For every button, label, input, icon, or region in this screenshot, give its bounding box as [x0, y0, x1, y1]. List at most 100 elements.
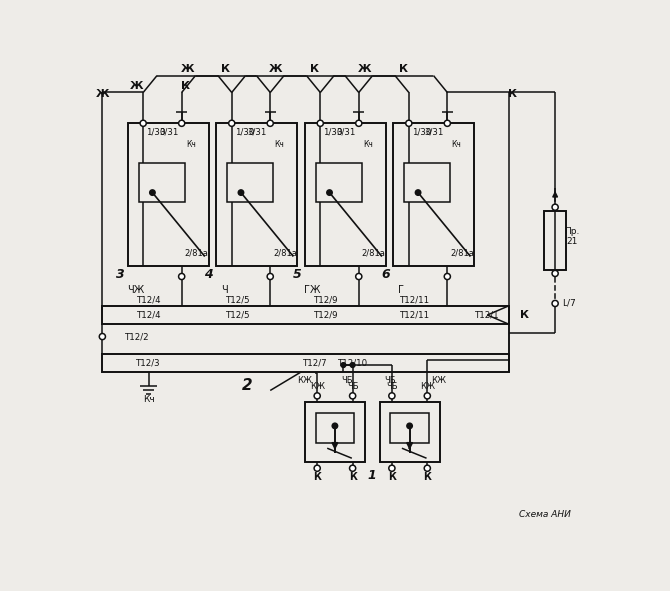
- Text: К: К: [181, 82, 190, 92]
- Circle shape: [407, 423, 412, 428]
- Circle shape: [350, 393, 356, 399]
- Text: К: К: [399, 64, 407, 74]
- Text: T12/7: T12/7: [303, 358, 327, 367]
- Text: 2/81a: 2/81a: [273, 249, 297, 258]
- Text: 6: 6: [381, 268, 390, 281]
- Circle shape: [140, 120, 146, 126]
- Circle shape: [424, 393, 430, 399]
- Text: T12/11: T12/11: [400, 295, 430, 304]
- Text: L/7: L/7: [562, 299, 576, 308]
- Text: 3/31: 3/31: [336, 127, 356, 137]
- Circle shape: [317, 120, 324, 126]
- Text: T12/4: T12/4: [137, 310, 161, 320]
- Circle shape: [552, 204, 558, 210]
- Text: Ж: Ж: [358, 64, 371, 74]
- Bar: [393, 124, 474, 266]
- Text: 2: 2: [242, 378, 253, 394]
- Circle shape: [389, 393, 395, 399]
- Text: ЧБ: ЧБ: [347, 382, 358, 391]
- Text: Кч: Кч: [363, 140, 373, 150]
- Bar: [544, 211, 566, 269]
- Text: 3/31: 3/31: [159, 127, 179, 137]
- Circle shape: [406, 120, 412, 126]
- Text: 2/81a: 2/81a: [362, 249, 386, 258]
- Text: ГЖ: ГЖ: [304, 285, 321, 296]
- Text: К: К: [314, 472, 321, 482]
- Circle shape: [356, 274, 362, 280]
- Text: T12/4: T12/4: [137, 295, 161, 304]
- Text: К: К: [423, 472, 431, 482]
- Circle shape: [356, 120, 362, 126]
- Text: К: К: [388, 472, 396, 482]
- Text: 3: 3: [116, 268, 125, 281]
- Bar: [128, 124, 208, 266]
- Circle shape: [424, 465, 430, 471]
- Circle shape: [350, 363, 355, 368]
- Text: T12/9: T12/9: [314, 310, 339, 320]
- Text: ЧБ: ЧБ: [386, 382, 398, 391]
- Circle shape: [444, 274, 450, 280]
- Text: КЖ: КЖ: [420, 382, 435, 391]
- Text: Ж: Ж: [181, 64, 194, 74]
- Text: ЧБ: ЧБ: [384, 376, 395, 385]
- Text: 2/81a: 2/81a: [450, 249, 474, 258]
- Circle shape: [179, 120, 185, 126]
- Bar: [103, 306, 509, 324]
- Text: Кч: Кч: [452, 140, 462, 150]
- Text: К: К: [509, 89, 517, 99]
- Circle shape: [314, 393, 320, 399]
- Circle shape: [327, 190, 332, 195]
- Text: 5: 5: [293, 268, 302, 281]
- Text: К: К: [310, 64, 319, 74]
- Circle shape: [267, 274, 273, 280]
- Text: 1/30: 1/30: [324, 127, 343, 137]
- Circle shape: [228, 120, 234, 126]
- Bar: [216, 124, 297, 266]
- Text: Схема АНИ: Схема АНИ: [519, 510, 571, 519]
- Circle shape: [99, 333, 105, 340]
- Text: T12/10: T12/10: [338, 358, 368, 367]
- Text: T12/5: T12/5: [226, 310, 250, 320]
- Bar: [227, 163, 273, 202]
- Text: Ж: Ж: [96, 89, 109, 99]
- Bar: [305, 124, 386, 266]
- Bar: [404, 163, 450, 202]
- Text: 1/30: 1/30: [234, 127, 254, 137]
- Circle shape: [350, 465, 356, 471]
- Bar: [380, 402, 440, 462]
- Circle shape: [415, 190, 421, 195]
- Text: T12/5: T12/5: [226, 295, 250, 304]
- Bar: [305, 402, 365, 462]
- Text: 4: 4: [204, 268, 213, 281]
- Circle shape: [552, 270, 558, 277]
- Text: T12/9: T12/9: [314, 295, 339, 304]
- Text: T12/2: T12/2: [125, 332, 150, 341]
- Text: Ч: Ч: [220, 285, 227, 296]
- Text: КЖ: КЖ: [310, 382, 325, 391]
- Circle shape: [444, 120, 450, 126]
- Text: Кч: Кч: [186, 140, 196, 150]
- Circle shape: [149, 190, 155, 195]
- Text: 2/81a: 2/81a: [185, 249, 208, 258]
- Text: КЖ: КЖ: [297, 376, 312, 385]
- Text: 3/31: 3/31: [425, 127, 444, 137]
- Text: T12/3: T12/3: [136, 358, 161, 367]
- Bar: [103, 353, 509, 372]
- Text: К: К: [348, 472, 356, 482]
- Text: Ж: Ж: [269, 64, 283, 74]
- Text: ЧЖ: ЧЖ: [127, 285, 144, 296]
- Text: Г: Г: [398, 285, 404, 296]
- Text: T12/1: T12/1: [475, 310, 500, 320]
- Text: 1/30: 1/30: [146, 127, 165, 137]
- Bar: [316, 413, 354, 443]
- Text: К: К: [520, 310, 529, 320]
- Text: Ж: Ж: [130, 82, 144, 92]
- Text: T12/11: T12/11: [400, 310, 430, 320]
- Circle shape: [552, 300, 558, 307]
- Circle shape: [267, 120, 273, 126]
- Text: 1: 1: [368, 469, 377, 482]
- Circle shape: [239, 190, 244, 195]
- Text: 1/30: 1/30: [412, 127, 431, 137]
- Circle shape: [179, 274, 185, 280]
- Text: КЖ: КЖ: [431, 376, 446, 385]
